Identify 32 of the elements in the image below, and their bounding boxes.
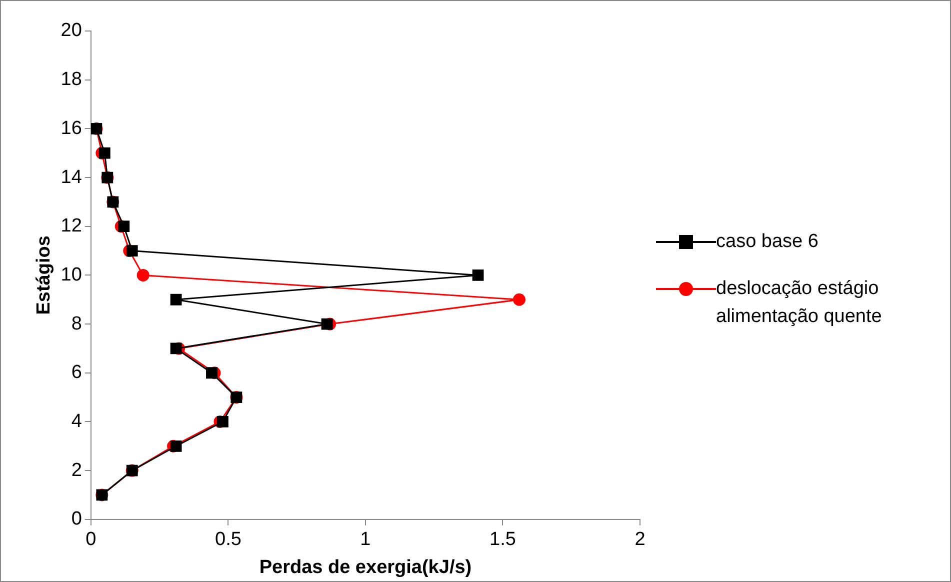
point xyxy=(512,293,526,306)
point xyxy=(126,245,138,256)
x-tick-label: 0 xyxy=(86,529,96,550)
y-tick-label: 6 xyxy=(71,362,82,384)
y-tick-label: 18 xyxy=(60,69,82,90)
x-axis-title: Perdas de exergia(kJ/s) xyxy=(259,556,472,578)
y-tick-label: 2 xyxy=(71,460,82,481)
x-tick-label: 1 xyxy=(360,529,371,550)
x-tick-label: 2 xyxy=(634,529,646,550)
point xyxy=(170,294,182,306)
point xyxy=(217,416,228,428)
point xyxy=(170,342,182,354)
point xyxy=(98,147,110,159)
y-tick-label: 0 xyxy=(71,508,82,530)
y-tick-label: 8 xyxy=(71,313,82,334)
point xyxy=(206,367,218,379)
legend-label: deslocação estágio alimentação quente xyxy=(716,277,883,329)
y-axis-title: Estágios xyxy=(34,236,55,315)
y-tick-label: 14 xyxy=(60,166,82,188)
y-tick-label: 20 xyxy=(60,20,82,42)
point xyxy=(170,440,182,452)
x-tick-label: 1.5 xyxy=(490,529,516,550)
point xyxy=(118,220,130,232)
y-tick-label: 10 xyxy=(60,264,82,286)
point xyxy=(321,318,333,330)
x-tick-label: 0.5 xyxy=(214,529,242,550)
point xyxy=(136,268,150,282)
point xyxy=(472,270,484,281)
legend-label: caso base 6 xyxy=(716,230,818,254)
y-tick-label: 4 xyxy=(71,410,82,432)
y-tick-label: 12 xyxy=(60,216,82,237)
y-tick-label: 16 xyxy=(60,118,82,139)
